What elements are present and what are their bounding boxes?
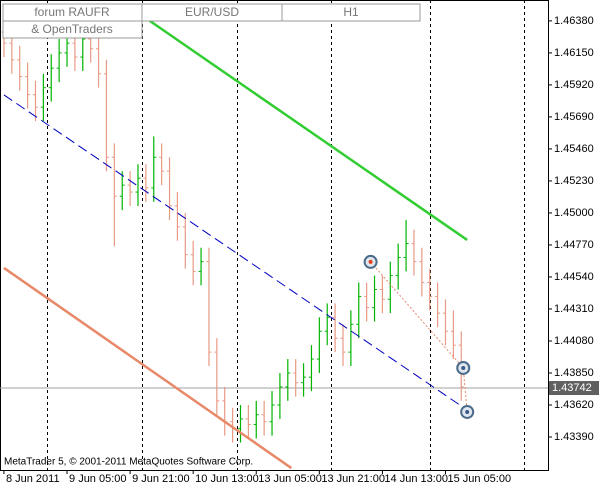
y-tick-label: 1.46150 <box>554 47 594 59</box>
header-text: EUR/USD <box>185 5 239 19</box>
y-tick-label: 1.44310 <box>554 303 594 315</box>
y-tick-label: 1.43850 <box>554 367 594 379</box>
trend-line <box>140 13 468 241</box>
trend-line <box>3 94 468 411</box>
x-tick-label: 13 Jun 05:00 <box>258 473 322 485</box>
trade-marker-dot <box>465 409 470 414</box>
y-tick-label: 1.44080 <box>554 335 594 347</box>
trade-marker-dot <box>368 259 373 264</box>
price-label: 1.43742 <box>552 382 592 394</box>
header-text: H1 <box>343 5 359 19</box>
x-tick-label: 10 Jun 13:00 <box>195 473 259 485</box>
header-text: forum RAUFR <box>34 5 110 19</box>
plot-frame <box>0 0 549 471</box>
x-tick-label: 8 Jun 2011 <box>6 473 60 485</box>
y-tick-label: 1.45000 <box>554 207 594 219</box>
x-tick-label: 9 Jun 05:00 <box>69 473 127 485</box>
y-tick-label: 1.43620 <box>554 399 594 411</box>
y-tick-label: 1.44770 <box>554 239 594 251</box>
header-cell <box>281 3 421 22</box>
x-tick-label: 14 Jun 13:00 <box>384 473 448 485</box>
y-tick-label: 1.46380 <box>554 15 594 27</box>
x-tick-label: 9 Jun 21:00 <box>132 473 190 485</box>
x-tick-label: 13 Jun 21:00 <box>321 473 385 485</box>
trade-marker-dot <box>461 365 466 370</box>
y-tick-label: 1.43390 <box>554 431 594 443</box>
footer: MetaTrader 5, © 2001-2011 MetaQuotes Sof… <box>4 457 253 468</box>
header-cell <box>2 20 143 39</box>
header-text: & OpenTraders <box>31 22 113 36</box>
y-tick-label: 1.45690 <box>554 111 594 123</box>
x-tick-label: 15 Jun 05:00 <box>447 473 511 485</box>
y-tick-label: 1.44540 <box>554 271 594 283</box>
y-tick-label: 1.45230 <box>554 175 594 187</box>
y-tick-label: 1.45460 <box>554 143 594 155</box>
trend-line <box>3 266 293 470</box>
plot <box>0 0 548 470</box>
price-label-box <box>549 381 599 396</box>
y-tick-label: 1.45920 <box>554 79 594 91</box>
